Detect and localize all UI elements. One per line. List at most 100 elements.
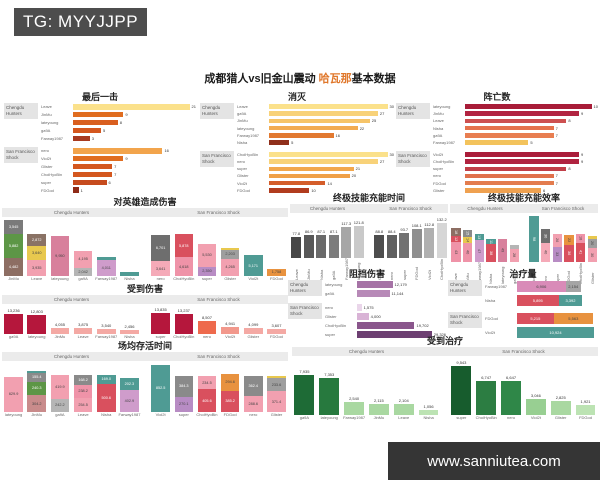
chart-title: 终极技能充能效率	[487, 193, 560, 203]
bar-row: FDGod 1	[38, 186, 196, 194]
bar	[73, 127, 101, 133]
bar-row: nero 16	[38, 147, 196, 155]
value-label: 3,607	[271, 322, 282, 328]
bar-segment	[97, 257, 116, 260]
bar-column: 1,921 FDGod	[573, 358, 598, 421]
bar-column: 86.9 JinMu	[303, 215, 316, 280]
team-group: San Francisco Shock FDGod 5,215 5,563 Viol2t…	[448, 312, 598, 339]
bar-row: Farway1987 3	[38, 134, 196, 142]
value-label: 3,875	[78, 322, 89, 328]
bar-segment: 3,935	[27, 260, 47, 276]
bar-row: JinMu 25	[234, 117, 394, 124]
value-label: 13,236	[7, 307, 20, 313]
website-watermark: www.sanniutea.com	[388, 442, 600, 480]
bar-column: 5,530 2,350 super	[195, 219, 218, 282]
value-label: 3,046	[530, 393, 541, 399]
player-label: ChoiHyoBin	[41, 171, 63, 177]
bar-segment: 419.9	[50, 375, 70, 399]
bar-segment: 5,878	[174, 233, 194, 258]
bar-column: 6,647 nero	[499, 358, 524, 421]
bar-segment: 30	[540, 229, 551, 244]
team-group: Chengdu Hunters Farway1987 6,906 2,154 Nisha…	[448, 280, 598, 307]
bar-segment: 3,545	[4, 220, 23, 235]
player-label: ga9A	[433, 132, 443, 138]
value-label: 30	[389, 152, 394, 158]
value-label: 108.1	[411, 223, 422, 229]
bar-row: JinMu 9	[430, 110, 598, 117]
player-label: Viol2t	[485, 329, 495, 335]
value-label: 9	[125, 156, 128, 162]
bar-segment: 240.3	[27, 381, 47, 396]
player-label: Leave	[433, 118, 444, 124]
bar-row: lateyoung 22	[234, 124, 394, 131]
bar-row: Glister 20	[234, 172, 394, 179]
bar-row: super 21	[234, 165, 394, 172]
bar-segment: 18	[575, 234, 586, 243]
bar-segment: 2,203	[220, 250, 240, 259]
chart-title: 治疗量	[509, 269, 537, 279]
team-group: Chengdu Hunters lateyoung 10 JinMu 9 Leave 8 Ni…	[396, 103, 598, 146]
team-header: Chengdu Hunters San Francisco Shock	[2, 208, 288, 217]
team-label: San Francisco Shock	[396, 150, 430, 167]
value-label: 12,179	[394, 282, 407, 287]
bar-row: ChoiHyoBin 30	[234, 151, 394, 158]
bar-row: FDGod 10	[234, 187, 394, 194]
bar-segment: 5,171	[244, 255, 263, 276]
player-label: JinMu	[8, 276, 19, 281]
bar	[316, 234, 327, 258]
chart-title: 阵亡数	[483, 92, 511, 102]
bar-column: 26 33 super	[551, 215, 563, 284]
value-label: 77.8	[292, 231, 301, 237]
chart-damage-blocked: 阻挡伤害 Chengdu Hunters lateyoung 12,179 ga9A 11…	[288, 269, 446, 339]
bar	[73, 119, 118, 126]
bar	[393, 404, 414, 415]
value-label: 7	[555, 125, 558, 131]
bar-column: 168.2 238.2 254.5 Leave	[72, 363, 95, 418]
chart-title: 最后一击	[81, 92, 118, 102]
bar-segment: 28	[509, 248, 519, 262]
value-label: 3	[91, 135, 94, 141]
value-label: 2,456	[124, 324, 135, 330]
chart-body: Chengdu Hunters Leave 30 ga9A 27 JinMu 25 latey…	[200, 103, 394, 194]
bar-row: Nisha 5,895 3,392	[482, 294, 598, 308]
player-label: ga9A	[237, 111, 247, 117]
value-label: 9	[581, 159, 584, 165]
bar	[328, 234, 339, 258]
bar-segment: 13	[474, 233, 484, 240]
page-title: 成都猎人vs旧金山震动 哈瓦那基本数据	[0, 70, 600, 86]
value-label: 8	[568, 118, 571, 124]
bar	[73, 328, 93, 334]
value-label: 7,353	[324, 371, 335, 377]
bar	[269, 166, 354, 172]
bar	[575, 405, 596, 415]
bar-column: 87.1 Nisha	[315, 215, 328, 280]
value-label: 25	[371, 118, 377, 124]
bar	[73, 104, 190, 110]
bar	[357, 331, 432, 338]
team-label: San Francisco Shock	[389, 206, 432, 211]
bar-segment: 500.6	[97, 384, 116, 412]
player-label: super	[237, 166, 248, 172]
player-label: Viol2t	[41, 156, 51, 162]
bar-column: 7,353 lateyoung	[317, 358, 342, 421]
player-label: lateyoung	[237, 125, 255, 131]
bar-column: 2,825 Glister	[548, 358, 573, 421]
value-label: 16	[335, 132, 340, 138]
bar-column: 6,747 ChoiHyoBin	[474, 358, 499, 421]
title-suffix: 基本数据	[351, 73, 396, 85]
bar-row: Glister 6	[430, 187, 598, 194]
bar	[465, 132, 554, 138]
value-label: 7	[555, 173, 558, 179]
bar	[465, 180, 554, 186]
bar-row: ChoiHyoBin 19,702	[322, 321, 446, 330]
bar-row: super 8	[430, 165, 598, 172]
bar-column: 3,540 Farway1987	[95, 306, 118, 340]
team-header: Chengdu Hunters San Francisco Shock	[292, 347, 598, 356]
team-label: Chengdu Hunters	[53, 354, 90, 359]
bar-row: super 29,326	[322, 330, 446, 339]
player-label: super	[155, 334, 166, 339]
chart-ult-eff: 终极技能充能效率 Chengdu Hunters San Francisco Sho…	[450, 193, 598, 285]
bar	[73, 171, 113, 178]
value-label: 7,935	[299, 368, 310, 374]
value-label: 1	[80, 187, 83, 193]
